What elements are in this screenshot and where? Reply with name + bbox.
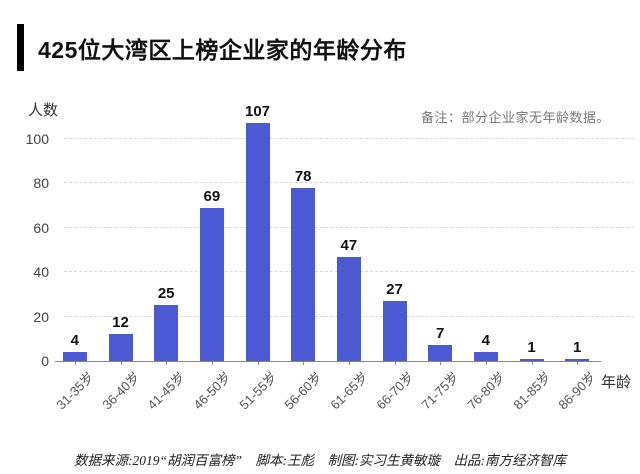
- x-tick-label-86-90岁: 86-90岁: [555, 369, 599, 413]
- x-axis-tick: [485, 361, 487, 365]
- y-tick-label-40: 40: [33, 264, 49, 281]
- x-axis-tick: [348, 361, 350, 365]
- bar-value-label: 25: [157, 285, 175, 302]
- x-axis-tick: [257, 361, 259, 365]
- gridline-y100: [64, 138, 634, 139]
- bar-value-label: 47: [340, 237, 358, 254]
- y-tick-label-0: 0: [41, 353, 49, 369]
- x-tick-label-36-40岁: 36-40岁: [98, 369, 143, 413]
- bar-61-65岁: [336, 257, 361, 361]
- bar-value-label: 12: [112, 314, 129, 331]
- bar-51-55岁: [245, 123, 270, 361]
- x-tick-label-56-60岁: 56-60岁: [281, 369, 325, 413]
- bar-36-40岁: [108, 334, 133, 361]
- x-tick-label-81-85岁: 81-85岁: [509, 369, 554, 413]
- y-axis-title: 人数: [28, 102, 59, 119]
- bar-41-45岁: [154, 305, 179, 361]
- bar-76-80岁: [473, 352, 498, 361]
- bar-value-label: 4: [481, 332, 490, 349]
- bar-value-label: 7: [435, 325, 445, 342]
- x-tick-label-41-45岁: 41-45岁: [144, 369, 188, 413]
- x-axis-tick: [303, 361, 305, 365]
- bar-31-35岁: [62, 352, 87, 361]
- x-tick-label-66-70岁: 66-70岁: [372, 369, 417, 413]
- x-tick-label-51-55岁: 51-55岁: [235, 369, 280, 413]
- x-axis-tick: [211, 361, 213, 365]
- x-axis-tick: [120, 361, 122, 365]
- bar-56-60岁: [291, 188, 316, 361]
- x-axis-tick: [577, 361, 579, 365]
- chart-header: 425位大湾区上榜企业家的年龄分布: [17, 24, 407, 71]
- gridline-y60: [64, 226, 634, 228]
- bar-value-label: 78: [294, 168, 312, 185]
- y-tick-label-20: 20: [33, 308, 49, 325]
- x-axis-tick: [531, 361, 533, 365]
- bar-86-90岁: [565, 359, 590, 361]
- bar-value-label: 107: [244, 103, 271, 120]
- chart-title: 425位大湾区上榜企业家的年龄分布: [38, 36, 407, 63]
- credits-footer: 数据来源:2019“胡润百富榜” 脚本:王彪 制图:实习生黄敏璇 出品:南方经济…: [74, 453, 566, 468]
- x-axis-tick: [74, 361, 76, 365]
- y-tick-label-100: 100: [25, 131, 49, 147]
- bar-value-label: 4: [70, 332, 79, 349]
- bar-81-85岁: [519, 359, 544, 361]
- x-axis-tick: [440, 361, 442, 365]
- bar-66-70岁: [382, 301, 407, 361]
- y-tick-label-80: 80: [33, 175, 49, 192]
- title-marker-bar: [17, 24, 24, 71]
- x-axis-title: 年龄: [601, 374, 632, 391]
- x-tick-label-76-80岁: 76-80岁: [464, 369, 508, 413]
- gridline-y80: [64, 182, 634, 184]
- x-tick-label-61-65岁: 61-65岁: [327, 369, 371, 413]
- bar-value-label: 27: [386, 281, 403, 298]
- x-axis-line: [55, 361, 601, 362]
- bar-value-label: 69: [203, 188, 221, 205]
- bar-46-50岁: [199, 208, 224, 361]
- x-tick-label-71-75岁: 71-75岁: [418, 369, 462, 413]
- x-axis-tick: [394, 361, 396, 365]
- bar-value-label: 1: [527, 339, 536, 356]
- y-tick-label-60: 60: [33, 219, 49, 236]
- x-tick-label-46-50岁: 46-50岁: [190, 369, 234, 413]
- x-tick-label-31-35岁: 31-35岁: [53, 369, 97, 413]
- chart-note: 备注：部分企业家无年龄数据。: [421, 110, 611, 125]
- bar-71-75岁: [428, 345, 453, 361]
- bar-value-label: 1: [572, 339, 582, 356]
- x-axis-tick: [166, 361, 168, 365]
